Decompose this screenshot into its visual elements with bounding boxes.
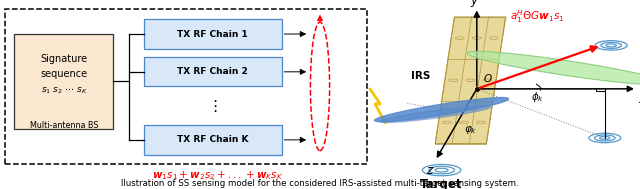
Text: sequence: sequence [40, 69, 88, 79]
Text: $\varphi_k$: $\varphi_k$ [464, 124, 477, 136]
Polygon shape [467, 51, 640, 85]
Text: Signature: Signature [40, 54, 88, 64]
Text: y: y [470, 0, 477, 7]
Text: llustration of SS sensing model for the considered IRS-assisted multi-target sen: llustration of SS sensing model for the … [121, 179, 519, 188]
Text: O: O [483, 74, 492, 84]
Text: TX RF Chain 2: TX RF Chain 2 [177, 67, 248, 76]
Text: $\boldsymbol{w}_1s_1+\boldsymbol{w}_2s_2+...+\boldsymbol{w}_Ks_K$: $\boldsymbol{w}_1s_1+\boldsymbol{w}_2s_2… [152, 169, 284, 182]
Text: TX RF Chain 1: TX RF Chain 1 [177, 29, 248, 39]
Text: x: x [639, 93, 640, 106]
Polygon shape [374, 98, 509, 122]
Bar [14, 34, 113, 129]
Text: Target: Target [420, 178, 463, 189]
Polygon shape [380, 106, 490, 122]
Bar [144, 125, 282, 155]
Bar [5, 9, 367, 164]
Polygon shape [435, 17, 506, 144]
Text: z: z [426, 164, 432, 177]
Bar [144, 19, 282, 49]
Text: $s_1\ s_2\ \cdots\ s_K$: $s_1\ s_2\ \cdots\ s_K$ [40, 85, 88, 96]
Text: IRS: IRS [412, 71, 431, 81]
Text: TX RF Chain K: TX RF Chain K [177, 135, 248, 144]
Bar [144, 57, 282, 87]
Text: $\phi_k$: $\phi_k$ [531, 90, 544, 104]
Text: $\vdots$: $\vdots$ [207, 98, 218, 114]
Text: $a_1^H\Theta G\boldsymbol{w}_1s_1$: $a_1^H\Theta G\boldsymbol{w}_1s_1$ [510, 9, 565, 25]
Text: Multi-antenna BS: Multi-antenna BS [29, 121, 99, 130]
